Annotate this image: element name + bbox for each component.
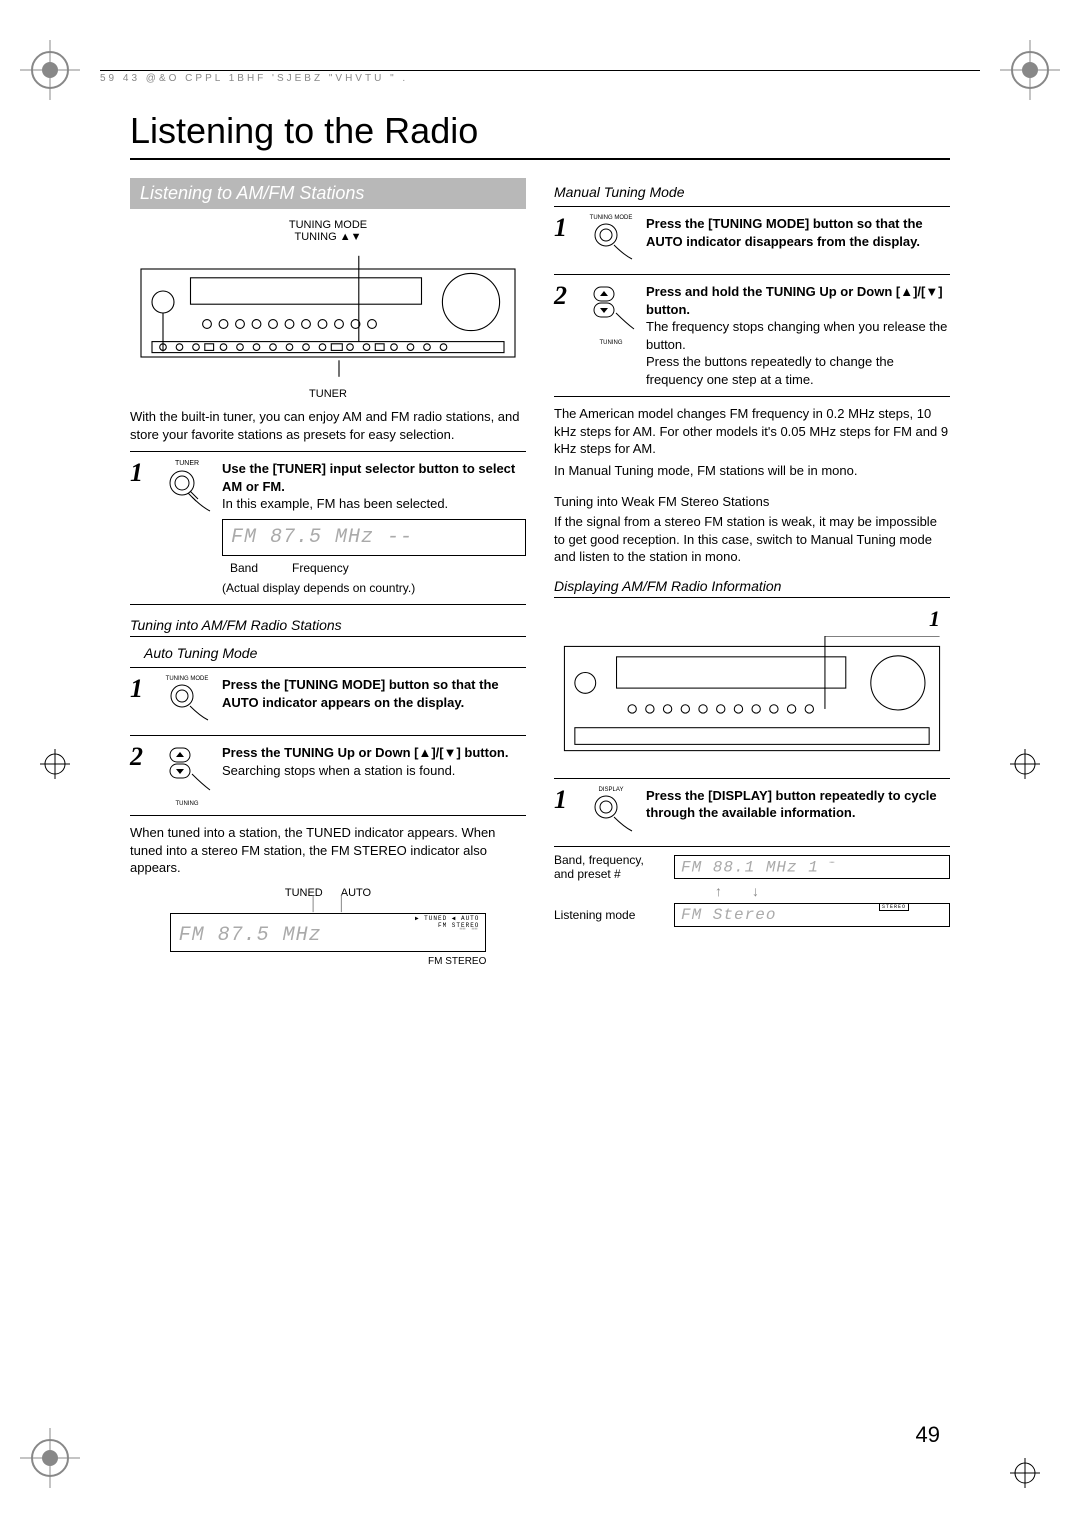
callout-tuner: TUNER bbox=[130, 388, 526, 400]
manual-step2-line3: Press the buttons repeatedly to change t… bbox=[646, 354, 894, 387]
crop-mark-icon bbox=[1010, 1458, 1040, 1488]
step-number-2: 2 bbox=[554, 283, 576, 309]
tuner-button-icon: TUNER bbox=[162, 460, 212, 518]
fm-stereo-label: FM STEREO bbox=[170, 956, 487, 967]
manual-step2: 2 TUNING Press and hold the TUNING Up or… bbox=[554, 274, 950, 397]
header-meta-text: 59 43 @&O CPPL 1BHF 'SJEBZ "VHVTU " . bbox=[100, 73, 408, 84]
weak-stations-body: If the signal from a stereo FM station i… bbox=[554, 514, 937, 564]
info-row-band-freq: Band, frequency, and preset # FM 88.1 MH… bbox=[554, 853, 950, 882]
intro-text: With the built-in tuner, you can enjoy A… bbox=[130, 408, 526, 443]
page-number: 49 bbox=[916, 1422, 940, 1448]
heading-manual-mode: Manual Tuning Mode bbox=[554, 184, 950, 200]
auto-step2-line2: Searching stops when a station is found. bbox=[222, 763, 455, 778]
crop-mark-icon bbox=[40, 749, 70, 779]
weak-stations-heading: Tuning into Weak FM Stereo Stations bbox=[554, 493, 950, 511]
step1-bold-text: Use the [TUNER] input selector button to… bbox=[222, 461, 515, 494]
info-label-bandfreq: Band, frequency, and preset # bbox=[554, 853, 664, 882]
manual-step2-line2: The frequency stops changing when you re… bbox=[646, 319, 947, 352]
auto-footer-text: When tuned into a station, the TUNED ind… bbox=[130, 824, 526, 877]
display-button-icon: DISPLAY bbox=[586, 787, 636, 838]
auto-step1: 1 TUNING MODE Press the [TUNING MODE] bu… bbox=[130, 667, 526, 735]
manual-step1-text: Press the [TUNING MODE] button so that t… bbox=[646, 216, 923, 249]
callout-number-1: 1 bbox=[554, 606, 940, 632]
tuning-mode-button-icon: TUNING MODE bbox=[586, 215, 636, 266]
band-label: Band bbox=[230, 560, 258, 576]
auto-step1-text: Press the [TUNING MODE] button so that t… bbox=[222, 677, 499, 710]
section-banner-listening: Listening to AM/FM Stations bbox=[130, 178, 526, 209]
lcd-band-freq: FM 88.1 MHz 1 ┉ bbox=[674, 855, 950, 879]
left-column: Listening to AM/FM Stations TUNING MODE … bbox=[130, 178, 526, 967]
crop-mark-icon bbox=[1010, 749, 1040, 779]
crop-mark-icon bbox=[20, 1428, 80, 1488]
display-step1: 1 DISPLAY Press the [DISPLAY] button rep… bbox=[554, 778, 950, 847]
step1-note: (Actual display depends on country.) bbox=[222, 580, 526, 596]
mono-note-text: In Manual Tuning mode, FM stations will … bbox=[554, 462, 950, 480]
tuning-updown-button-icon: TUNING bbox=[586, 283, 636, 346]
manual-step1: 1 TUNING MODE Press the [TUNING MODE] bu… bbox=[554, 206, 950, 274]
step-number-1: 1 bbox=[130, 460, 152, 486]
tuning-mode-button-icon: TUNING MODE bbox=[162, 676, 212, 727]
manual-step2-bold: Press and hold the TUNING Up or Down [▲]… bbox=[646, 284, 943, 317]
receiver-display-diagram bbox=[554, 636, 950, 761]
step-number-1: 1 bbox=[554, 215, 576, 241]
freq-label: Frequency bbox=[292, 560, 349, 576]
lcd-fm-875: FM 87.5 MHz -- bbox=[222, 519, 526, 556]
info-label-listeningmode: Listening mode bbox=[554, 908, 664, 922]
display-step1-text: Press the [DISPLAY] button repeatedly to… bbox=[646, 788, 937, 821]
auto-step2-bold: Press the TUNING Up or Down [▲]/[▼] butt… bbox=[222, 745, 508, 760]
crop-mark-icon bbox=[20, 40, 80, 100]
crop-mark-icon bbox=[1000, 40, 1060, 100]
auto-step2: 2 TUNING Press the TUNING Up or Down [▲]… bbox=[130, 735, 526, 816]
lcd-listening-mode: STEREO FM Stereo bbox=[674, 903, 950, 927]
step1-line2: In this example, FM has been selected. bbox=[222, 496, 448, 511]
page-header-line: 59 43 @&O CPPL 1BHF 'SJEBZ "VHVTU " . bbox=[100, 70, 980, 84]
right-column: Manual Tuning Mode 1 TUNING MODE Press t… bbox=[554, 178, 950, 967]
lcd-tuned-display: ▶ TUNED ◀ AUTO FM STEREO FM 87.5 MHz ┉ ┉ bbox=[170, 913, 487, 952]
heading-display-info: Displaying AM/FM Radio Information bbox=[554, 578, 950, 598]
info-row-listening-mode: Listening mode STEREO FM Stereo bbox=[554, 901, 950, 929]
step-number-2: 2 bbox=[130, 744, 152, 770]
cycle-arrows-icon: ↑↓ bbox=[554, 883, 950, 899]
step-number-1: 1 bbox=[130, 676, 152, 702]
tuning-updown-button-icon: TUNING bbox=[162, 744, 212, 807]
heading-tuning-stations: Tuning into AM/FM Radio Stations bbox=[130, 617, 526, 637]
page-title: Listening to the Radio bbox=[130, 110, 950, 160]
receiver-front-diagram bbox=[130, 247, 526, 379]
callout-tuning-mode: TUNING MODE bbox=[130, 219, 526, 231]
heading-auto-mode: Auto Tuning Mode bbox=[144, 645, 526, 661]
freq-steps-text: The American model changes FM frequency … bbox=[554, 405, 950, 458]
callout-tuning-updown: TUNING ▲▼ bbox=[130, 231, 526, 243]
step-select-tuner: 1 TUNER Use the [TUNER] input selector b… bbox=[130, 451, 526, 605]
step-number-1: 1 bbox=[554, 787, 576, 813]
tuned-indicator-diagram: TUNED AUTO │ │ ▶ TUNED ◀ AUTO FM STEREO … bbox=[170, 887, 487, 967]
